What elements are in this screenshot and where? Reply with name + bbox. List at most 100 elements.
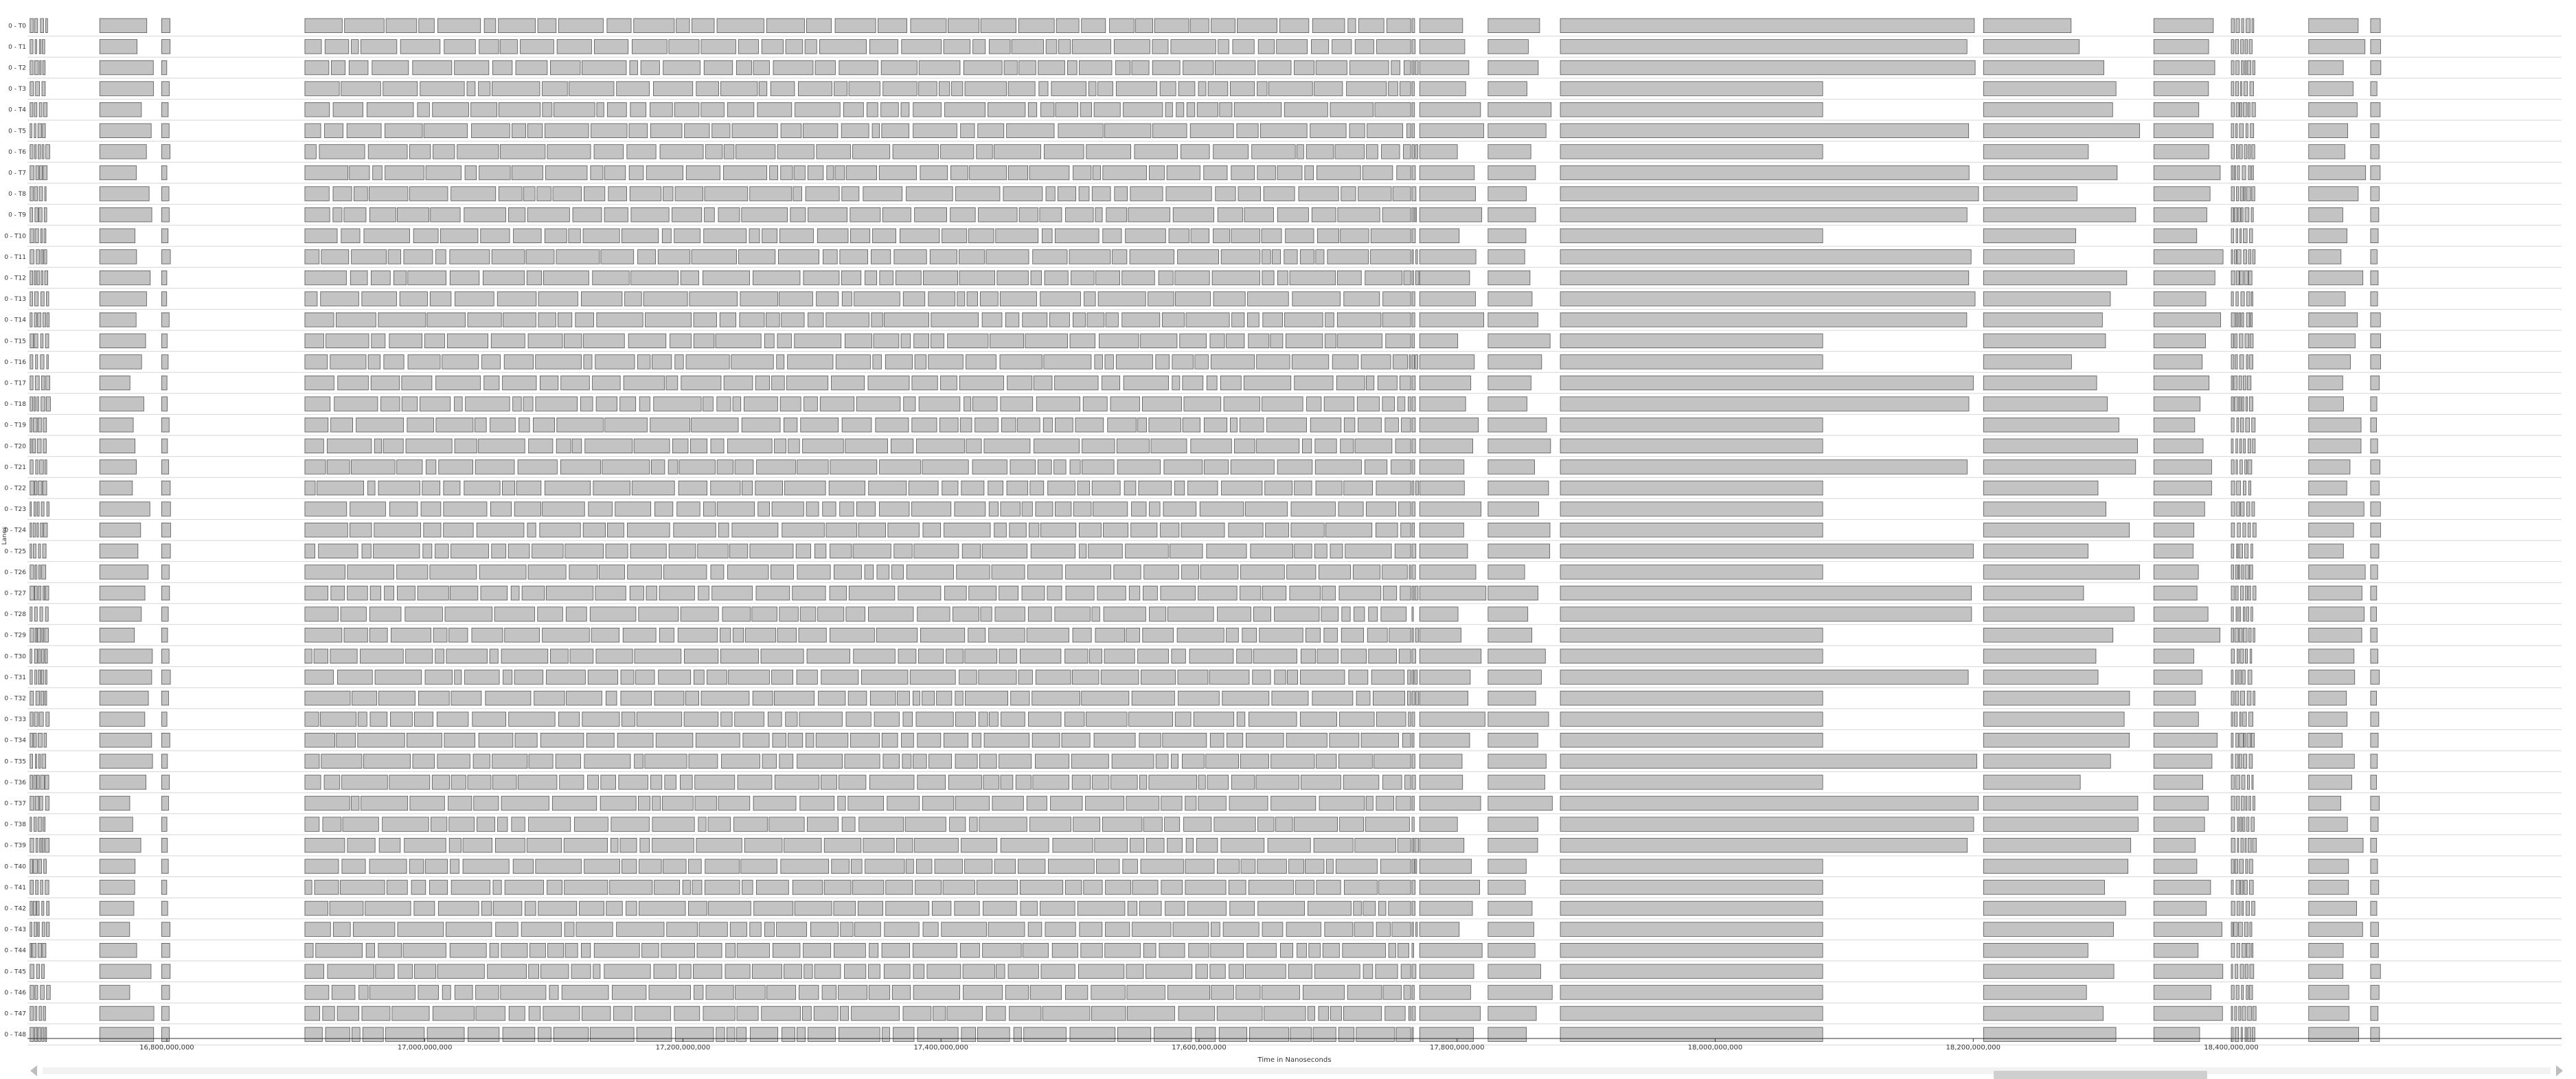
task-bar [725,943,736,958]
task-bar [99,606,142,622]
task-bar [1560,795,1979,811]
task-bar [891,565,904,580]
task-bar [38,1006,43,1021]
task-bar [1300,670,1345,685]
task-bar [409,795,445,811]
task-bar [803,270,840,286]
task-bar [1314,543,1327,559]
task-bar [600,795,637,811]
task-bar [41,565,47,580]
task-bar [2308,207,2343,223]
task-bar [1488,690,1536,706]
task-bar [45,333,49,349]
task-bar [918,648,944,664]
task-bar [418,985,440,1000]
task-bar [1123,375,1169,391]
task-bar [1126,1006,1175,1021]
task-bar [2238,670,2242,685]
task-bar [2239,964,2244,979]
task-bar [1560,943,1823,958]
task-bar [943,39,971,54]
task-bar [1419,964,1474,979]
task-bar [884,922,920,937]
task-bar [1218,39,1229,54]
task-bar [492,81,540,96]
task-bar [1217,207,1243,223]
task-bar [34,1027,38,1042]
task-bar [797,1027,806,1042]
task-bar [41,39,45,54]
task-bar [954,900,980,916]
task-bar [413,964,437,979]
task-bar [304,880,312,895]
task-bar [1354,606,1365,622]
task-bar [2251,943,2254,958]
task-bar [703,396,714,411]
task-bar [1411,418,1416,433]
task-bar [1983,207,2136,223]
lane-label: 0 - T40 [4,863,26,870]
scroll-left-arrow-icon[interactable] [30,1065,37,1076]
task-bar [440,228,479,244]
task-bar [535,396,578,411]
task-bar [2231,838,2236,853]
task-bar [620,690,652,706]
task-bar [1124,480,1137,496]
task-bar [1382,396,1395,411]
task-bar [1097,585,1126,601]
task-bar [304,144,317,159]
task-bar [2233,165,2236,181]
task-bar [32,438,36,454]
task-bar [564,922,575,937]
task-bar [99,123,152,139]
task-bar [1285,228,1314,244]
task-bar [2308,880,2349,895]
task-bar [1011,39,1044,54]
scroll-thumb[interactable] [1994,1071,2207,1079]
task-bar [2231,249,2233,264]
task-bar [557,312,573,328]
task-bar [1182,418,1201,433]
task-bar [705,144,723,159]
task-bar [1107,418,1137,433]
task-bar [34,606,38,622]
task-bar [744,628,776,643]
horizontal-scrollbar[interactable] [26,1063,2567,1079]
task-bar [2231,900,2235,916]
task-bar [34,795,40,811]
task-bar [708,900,751,916]
task-bar [972,396,998,411]
task-bar [1419,900,1473,916]
x-tick-label: 18,200,000,000 [1946,1044,2001,1052]
task-bar [1103,606,1146,622]
task-bar [1193,712,1235,727]
task-bar [2242,712,2247,727]
task-bar [1164,817,1181,832]
task-bar [728,670,770,685]
task-bar [513,228,542,244]
scroll-right-arrow-icon[interactable] [2556,1065,2563,1076]
task-bar [959,375,1004,391]
task-bar [443,523,474,538]
task-bar [1419,501,1482,516]
task-bar [1419,438,1473,454]
task-bar [387,249,402,264]
task-bar [972,39,986,54]
task-bar [779,606,799,622]
task-bar [591,628,620,643]
task-bar [99,795,130,811]
task-bar [818,690,846,706]
task-bar [2370,165,2381,181]
task-bar [538,900,578,916]
task-bar [1560,1027,1823,1042]
task-bar [430,207,461,223]
task-bar [1380,606,1407,622]
task-bar [1213,144,1249,159]
task-bar [1162,733,1207,748]
task-bar [676,501,700,516]
task-bar [369,606,402,622]
scroll-track[interactable] [43,1067,2551,1079]
task-bar [2236,543,2239,559]
task-bar [1294,543,1312,559]
